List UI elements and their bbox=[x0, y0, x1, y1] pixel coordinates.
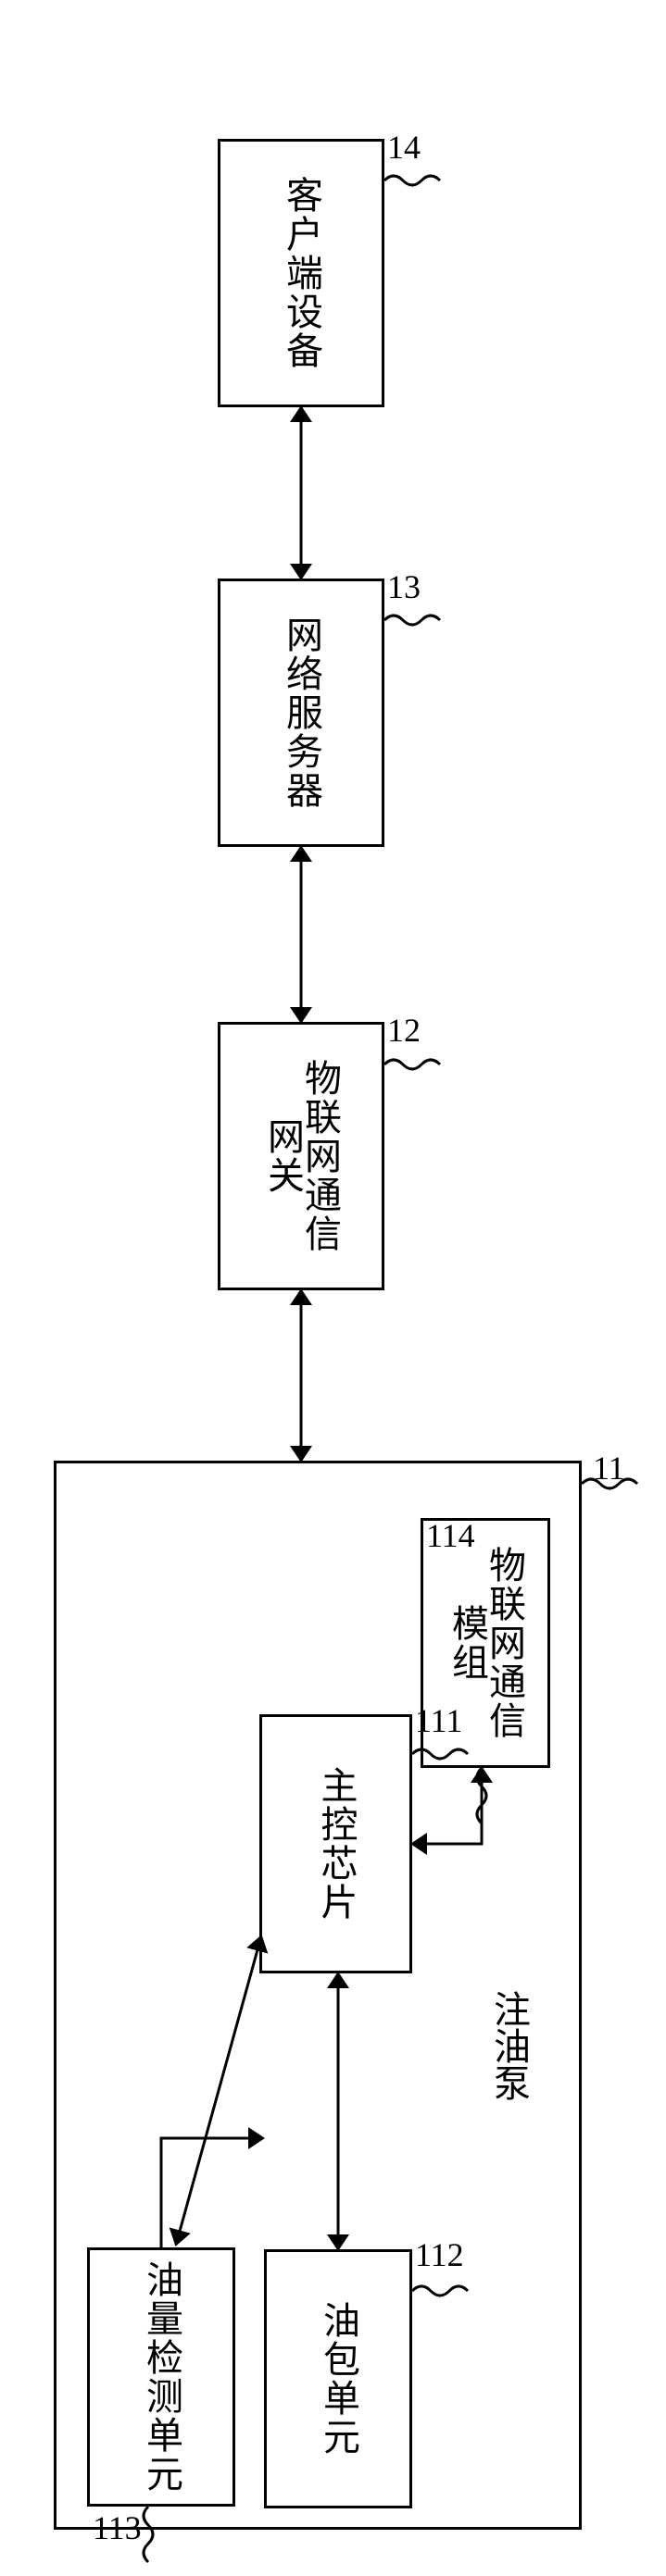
ref-111: 111 bbox=[415, 1701, 462, 1740]
box-iot-gateway: 物联网通信网关 bbox=[218, 1022, 384, 1290]
box-server: 网络服务器 bbox=[218, 579, 384, 847]
diagram-canvas: 注油泵 油量检测单元 油包单元 主控芯片 物联网通信模组 物联网通信网关 网络服… bbox=[0, 0, 666, 2576]
ref-112: 112 bbox=[415, 2235, 464, 2274]
box-oil-pack: 油包单元 bbox=[264, 2249, 412, 2508]
ref-12: 12 bbox=[387, 1011, 421, 1050]
box-main-chip: 主控芯片 bbox=[259, 1714, 412, 1973]
pump-label: 注油泵 bbox=[482, 1990, 535, 2101]
box-client: 客户端设备 bbox=[218, 139, 384, 407]
ref-114: 114 bbox=[426, 1516, 475, 1555]
box-oil-detect: 油量检测单元 bbox=[87, 2247, 235, 2507]
ref-113: 113 bbox=[93, 2508, 142, 2547]
ref-14: 14 bbox=[387, 128, 421, 167]
ref-11: 11 bbox=[593, 1449, 625, 1487]
ref-13: 13 bbox=[387, 567, 421, 606]
